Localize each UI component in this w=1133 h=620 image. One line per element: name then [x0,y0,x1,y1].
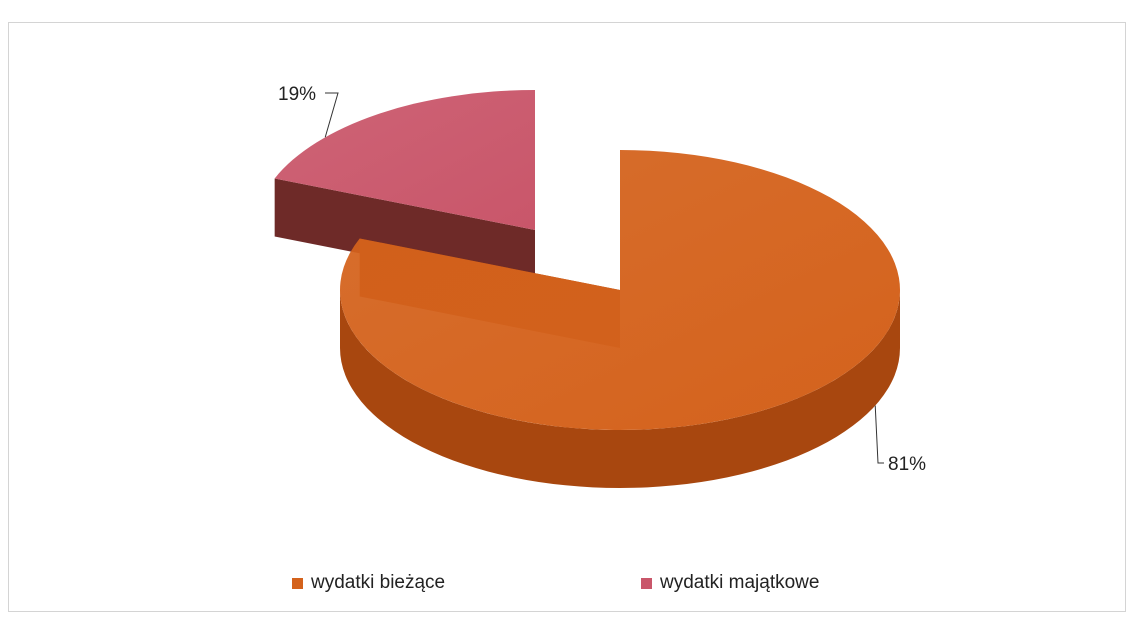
legend-swatch-majatkowe [641,577,652,589]
leader-line-biezace [874,405,884,464]
pie-top-biezace [339,150,901,430]
legend-item-wydatki-biezace: wydatki bieżące [292,572,445,594]
legend: wydatki bieżące wydatki majątkowe [0,572,1133,602]
leader-line-majatkowe [324,92,339,138]
legend-label-majatkowe: wydatki majątkowe [660,572,820,593]
pie-side-biezace [340,290,900,488]
pie-top-majatkowe [274,90,535,230]
legend-swatch-biezace [292,577,303,589]
legend-item-wydatki-majatkowe: wydatki majątkowe [641,572,819,594]
data-label-biezace: 81% [888,454,926,475]
legend-label-biezace: wydatki bieżące [311,572,446,593]
pie-slice-biezace [339,150,901,488]
data-label-majatkowe: 19% [278,84,316,105]
